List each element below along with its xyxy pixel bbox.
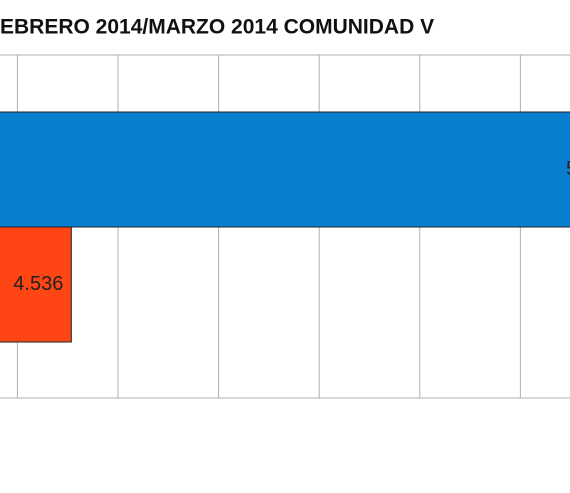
bar	[0, 226, 72, 343]
chart-title: EBRERO 2014/MARZO 2014 COMUNIDAD V	[0, 16, 434, 39]
bar-label-cut: 5	[566, 158, 570, 180]
bar	[0, 111, 570, 228]
value-label: 4.536	[13, 273, 63, 295]
